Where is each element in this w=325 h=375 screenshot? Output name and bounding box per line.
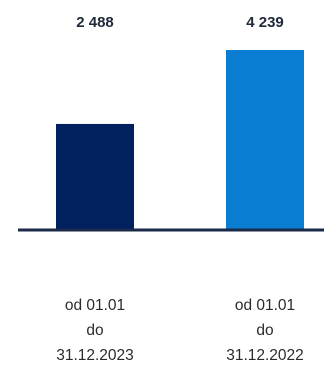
bar-2 — [226, 50, 304, 229]
category-label-1: od 01.01 do 31.12.2023 — [56, 297, 134, 364]
value-label-2: 4 239 — [246, 14, 284, 31]
category-label-line: od 01.01 — [235, 297, 295, 314]
bars-group — [56, 50, 304, 229]
category-label-line: do — [256, 322, 273, 339]
category-label-line: 31.12.2023 — [56, 347, 134, 364]
category-label-line: od 01.01 — [65, 297, 125, 314]
value-label-1: 2 488 — [76, 14, 114, 31]
category-label-line: 31.12.2022 — [226, 347, 304, 364]
category-label-2: od 01.01 do 31.12.2022 — [226, 297, 304, 364]
labels-group: 2 488 od 01.01 do 31.12.2023 4 239 od 01.01 do… — [56, 14, 304, 364]
category-label-line: do — [86, 322, 103, 339]
bar-1 — [56, 123, 134, 229]
